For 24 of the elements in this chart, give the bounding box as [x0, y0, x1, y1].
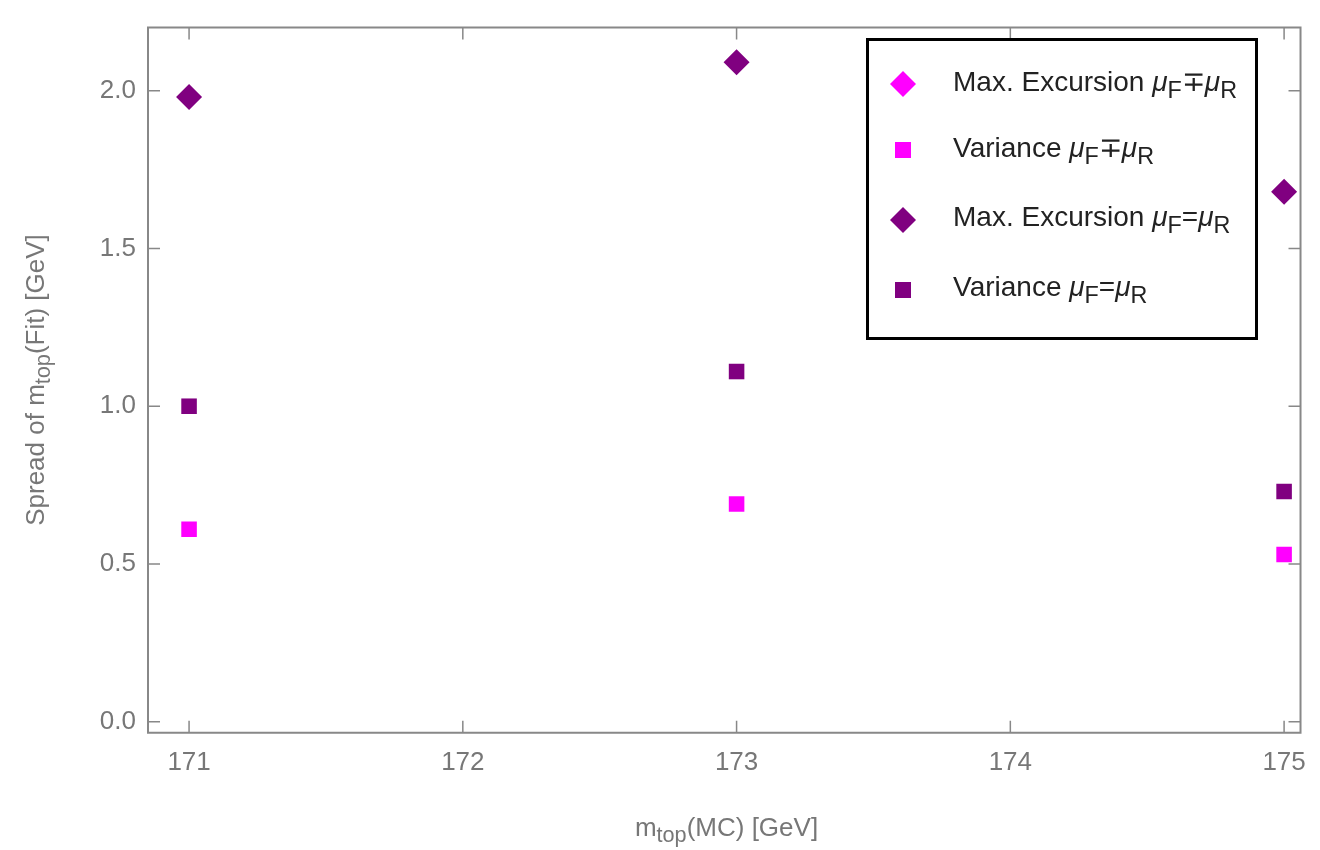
point — [181, 521, 197, 538]
legend-label: Variance μ$_{F}$=μ$_{R}$ — [953, 271, 1148, 309]
point — [728, 496, 745, 512]
y-tick-label: 0.0 — [99, 704, 136, 735]
point — [1276, 483, 1292, 500]
point — [181, 398, 197, 415]
x-tick-label: 175 — [1262, 745, 1306, 776]
y-tick-label: 1.0 — [99, 389, 136, 420]
legend-label: Variance μ$_{F}$∓μ$_{R}$ — [953, 130, 1155, 170]
y-tick-label: 0.5 — [99, 547, 136, 578]
x-tick-label: 174 — [988, 745, 1033, 776]
point — [1271, 178, 1298, 205]
y-tick-label: 1.5 — [99, 231, 136, 262]
point — [176, 84, 203, 111]
legend-label: Max. Excursion μ$_{F}$=μ$_{R}$ — [953, 201, 1231, 239]
x-tick-label: 173 — [714, 745, 759, 776]
point — [728, 363, 745, 380]
point — [723, 49, 750, 76]
legend-label: Max. Excursion μ$_{F}$∓μ$_{R}$ — [953, 64, 1237, 104]
point — [1276, 546, 1292, 563]
x-tick-label: 171 — [167, 745, 211, 776]
y-tick-label: 2.0 — [99, 73, 136, 104]
x-axis-title: m$_{top}$(MC) [GeV] — [633, 812, 820, 849]
x-tick-label: 172 — [441, 745, 485, 776]
